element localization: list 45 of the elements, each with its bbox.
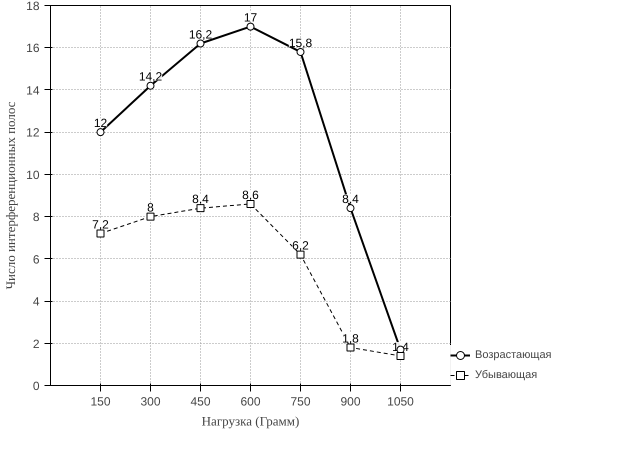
data-label: 8,4 xyxy=(192,192,210,206)
y-tick-label: 12 xyxy=(26,126,40,140)
x-tick-label: 600 xyxy=(240,394,261,408)
y-tick-label: 0 xyxy=(32,379,40,393)
y-axis-title: Число интерференционных полос xyxy=(3,101,18,290)
x-axis-title: Нагрузка (Грамм) xyxy=(202,414,300,428)
x-tick-label: 450 xyxy=(190,394,211,408)
data-label: 16,2 xyxy=(188,28,213,42)
data-label: 7,2 xyxy=(92,218,110,232)
x-tick-label: 1050 xyxy=(387,394,414,408)
point xyxy=(346,204,354,212)
y-tick-label: 4 xyxy=(32,294,40,309)
data-label: 8,6 xyxy=(242,188,260,202)
point xyxy=(196,40,204,48)
point xyxy=(246,22,254,31)
point xyxy=(146,82,154,90)
x-tick-label: 300 xyxy=(140,394,161,408)
legend-label: Убывающая xyxy=(475,369,538,381)
y-tick-label: 10 xyxy=(26,168,40,182)
y-tick-label: 8 xyxy=(32,210,40,224)
x-tick-label: 750 xyxy=(290,394,311,408)
data-label: 14,2 xyxy=(138,70,163,84)
y-tick-label: 2 xyxy=(32,336,40,351)
point xyxy=(96,128,104,136)
x-tick-label: 900 xyxy=(340,394,361,408)
legend-label: Возрастающая xyxy=(475,349,552,361)
point xyxy=(196,204,204,212)
point xyxy=(296,250,304,259)
point xyxy=(96,230,104,238)
data-label: 17 xyxy=(244,10,258,25)
x-tick-label: 150 xyxy=(90,394,111,408)
data-label: 1,8 xyxy=(342,332,360,346)
point xyxy=(246,200,254,208)
y-tick-label: 16 xyxy=(26,41,40,56)
y-tick-label: 18 xyxy=(26,0,40,13)
data-label: 12 xyxy=(94,116,108,130)
data-label: 8 xyxy=(147,200,154,215)
point xyxy=(146,212,154,221)
data-label: 6,2 xyxy=(292,238,310,253)
point xyxy=(346,344,354,352)
y-tick-label: 14 xyxy=(26,83,40,98)
data-label: 8,4 xyxy=(342,192,360,206)
point xyxy=(396,352,404,360)
y-tick-label: 6 xyxy=(32,252,40,266)
data-label: 15,8 xyxy=(288,36,313,50)
